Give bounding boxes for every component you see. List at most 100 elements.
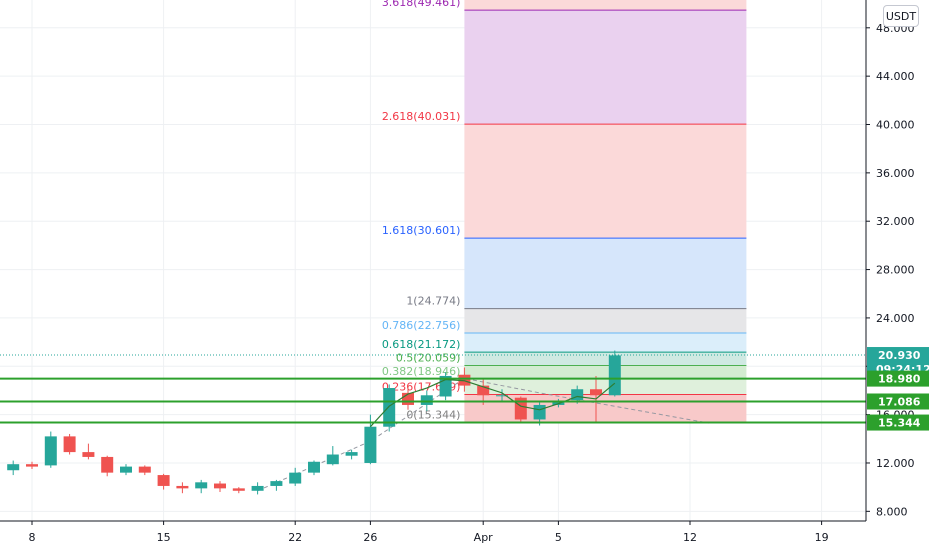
candle-body xyxy=(101,456,114,473)
support-badge-text: 17.086 xyxy=(878,395,921,408)
candle-up xyxy=(496,389,508,402)
fib-level-label: 3.618(49.461) xyxy=(382,0,461,9)
fib-level-label: 0.382(18.946) xyxy=(382,365,461,378)
support-badge-text: 18.980 xyxy=(878,373,921,386)
x-tick-label: 12 xyxy=(683,531,697,544)
fib-retracement: 0(15.344)0.236(17.669)0.382(18.946)0.5(2… xyxy=(382,0,747,424)
candle-body xyxy=(533,404,546,420)
candle-body xyxy=(195,482,208,489)
candle-up xyxy=(270,479,283,491)
candle-up xyxy=(608,350,621,397)
candle-body xyxy=(477,385,490,396)
candle-body xyxy=(458,374,471,386)
candle-up xyxy=(289,467,302,486)
support-badge-bg xyxy=(867,393,929,410)
candle-down xyxy=(214,481,226,492)
fib-band xyxy=(464,0,747,11)
candle-down xyxy=(26,461,38,470)
support-badge: 17.086 xyxy=(867,393,929,410)
candle-up xyxy=(251,482,264,495)
candle-down xyxy=(157,473,170,490)
y-tick-label: 24.000 xyxy=(876,312,915,325)
moving-average-line xyxy=(369,378,616,428)
candle-body xyxy=(176,485,189,489)
candle-body xyxy=(496,395,508,397)
candle-down xyxy=(514,396,527,424)
candle-body xyxy=(289,472,302,484)
support-badge: 18.980 xyxy=(867,370,929,387)
candle-body xyxy=(120,466,132,473)
candle-body xyxy=(420,395,433,405)
candle-down xyxy=(63,433,76,455)
y-tick-label: 12.000 xyxy=(876,457,915,470)
candle-up xyxy=(326,446,339,466)
fib-level-label: 1(24.774) xyxy=(406,295,460,308)
fib-band xyxy=(464,332,747,353)
support-badge: 15.344 xyxy=(867,414,929,431)
support-badge-bg xyxy=(867,414,929,431)
fib-band xyxy=(464,394,747,423)
candle-body xyxy=(383,388,396,427)
x-tick-label: Apr xyxy=(474,531,494,544)
candle-up xyxy=(345,449,358,460)
candle-body xyxy=(345,452,358,456)
fib-level-label: 0.618(21.172) xyxy=(382,338,461,351)
candle-down xyxy=(232,487,245,494)
x-tick-label: 15 xyxy=(157,531,171,544)
candle-body xyxy=(590,389,602,396)
candle-up xyxy=(383,384,396,432)
y-tick-label: 32.000 xyxy=(876,215,915,228)
fib-band xyxy=(464,124,747,239)
candle-down xyxy=(138,465,151,476)
x-tick-label: 22 xyxy=(288,531,302,544)
candle-body xyxy=(157,475,170,486)
candle-up xyxy=(195,479,208,494)
support-badge-bg xyxy=(867,370,929,387)
y-tick-label: 36.000 xyxy=(876,167,915,180)
candle-up xyxy=(7,460,20,476)
fib-band xyxy=(464,365,747,380)
x-tick-label: 8 xyxy=(29,531,36,544)
candle-up xyxy=(308,460,320,476)
candle-body xyxy=(308,461,320,473)
candle-up xyxy=(44,431,57,468)
candle-body xyxy=(326,454,339,465)
candle-body xyxy=(82,452,95,457)
y-tick-label: 28.000 xyxy=(876,264,915,277)
candle-down xyxy=(176,482,189,494)
x-tick-label: 26 xyxy=(363,531,377,544)
candle-body xyxy=(270,481,283,486)
candle-body xyxy=(571,389,584,401)
candle-body xyxy=(26,464,38,467)
candle-body xyxy=(214,483,226,489)
y-tick-label: 44.000 xyxy=(876,70,915,83)
fib-level-label: 0.5(20.059) xyxy=(396,352,461,365)
moving-average xyxy=(369,378,616,428)
candle-body xyxy=(7,464,20,471)
candle-body xyxy=(364,426,377,463)
x-tick-label: 19 xyxy=(815,531,829,544)
candle-body xyxy=(44,436,57,466)
candle-body xyxy=(608,355,621,396)
candle-up xyxy=(439,372,452,401)
support-badge-text: 15.344 xyxy=(878,417,921,430)
candle-body xyxy=(251,485,264,491)
fib-band xyxy=(464,379,747,395)
currency-button[interactable]: USDT xyxy=(883,5,919,27)
candle-body xyxy=(232,488,245,491)
candle-body xyxy=(138,466,151,473)
candle-body xyxy=(514,397,527,420)
x-tick-label: 5 xyxy=(555,531,562,544)
candle-up xyxy=(120,464,132,476)
fib-band xyxy=(464,238,747,309)
y-tick-label: 8.000 xyxy=(876,505,908,518)
last-price-value: 20.930 xyxy=(878,349,921,362)
fib-level-label: 1.618(30.601) xyxy=(382,224,461,237)
fib-band xyxy=(464,352,747,366)
candle-down xyxy=(82,443,95,460)
fib-band xyxy=(464,10,747,125)
support-lines xyxy=(0,354,866,424)
fib-level-label: 0.786(22.756) xyxy=(382,319,461,332)
